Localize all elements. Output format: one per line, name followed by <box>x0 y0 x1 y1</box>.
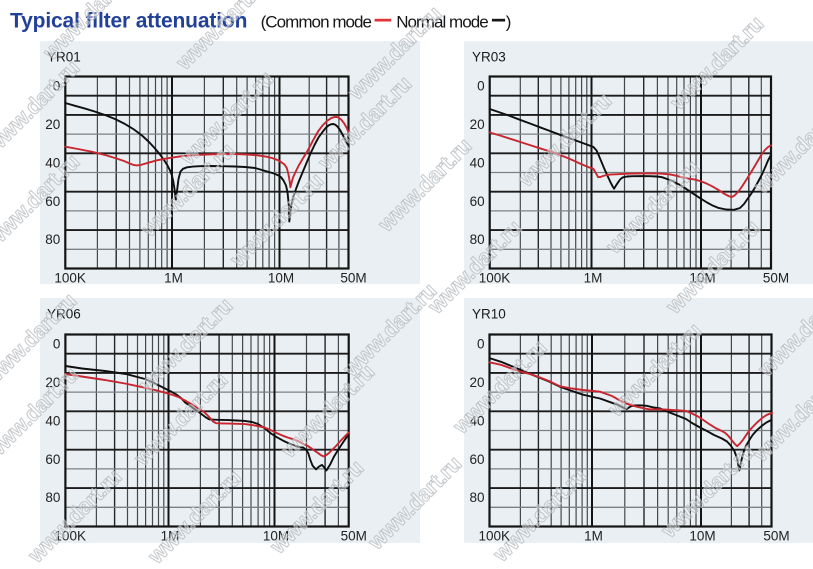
svg-text:60: 60 <box>45 194 60 209</box>
svg-text:60: 60 <box>45 452 60 467</box>
svg-text:10M: 10M <box>689 271 715 286</box>
svg-text:YR01: YR01 <box>47 50 81 65</box>
svg-text:0: 0 <box>53 337 61 352</box>
svg-text:10M: 10M <box>263 529 289 544</box>
svg-text:Typical filter attenuation: Typical filter attenuation <box>10 10 247 33</box>
svg-text:10M: 10M <box>268 271 294 286</box>
svg-text:1M: 1M <box>584 529 603 544</box>
svg-text:10M: 10M <box>689 529 715 544</box>
svg-text:1M: 1M <box>584 271 603 286</box>
svg-text:(Common mode: (Common mode <box>261 13 372 32</box>
svg-text:1M: 1M <box>164 271 183 286</box>
svg-text:20: 20 <box>470 117 485 132</box>
svg-text:1M: 1M <box>161 529 180 544</box>
svg-text:100K: 100K <box>54 529 86 544</box>
svg-text:20: 20 <box>45 117 60 132</box>
svg-text:40: 40 <box>470 156 485 171</box>
svg-text:YR06: YR06 <box>47 307 81 322</box>
svg-text:50M: 50M <box>763 529 789 544</box>
svg-text:80: 80 <box>469 490 484 505</box>
svg-text:40: 40 <box>45 156 60 171</box>
svg-text:YR10: YR10 <box>472 307 506 322</box>
svg-text:YR03: YR03 <box>472 50 506 65</box>
svg-text:): ) <box>506 13 512 32</box>
svg-text:80: 80 <box>45 232 60 247</box>
svg-text:40: 40 <box>45 413 60 428</box>
svg-text:80: 80 <box>45 490 60 505</box>
svg-text:80: 80 <box>470 232 485 247</box>
svg-text:100K: 100K <box>54 271 86 286</box>
svg-text:0: 0 <box>53 79 61 94</box>
svg-text:50M: 50M <box>340 271 366 286</box>
svg-text:20: 20 <box>45 375 60 390</box>
svg-text:0: 0 <box>477 337 485 352</box>
svg-text:60: 60 <box>469 452 484 467</box>
svg-text:100K: 100K <box>479 271 511 286</box>
svg-text:20: 20 <box>469 375 484 390</box>
svg-text:Normal mode: Normal mode <box>396 13 488 32</box>
svg-text:100K: 100K <box>479 529 511 544</box>
svg-text:0: 0 <box>477 79 485 94</box>
svg-text:50M: 50M <box>341 529 367 544</box>
svg-text:50M: 50M <box>763 271 789 286</box>
svg-text:60: 60 <box>470 194 485 209</box>
svg-text:40: 40 <box>469 413 484 428</box>
